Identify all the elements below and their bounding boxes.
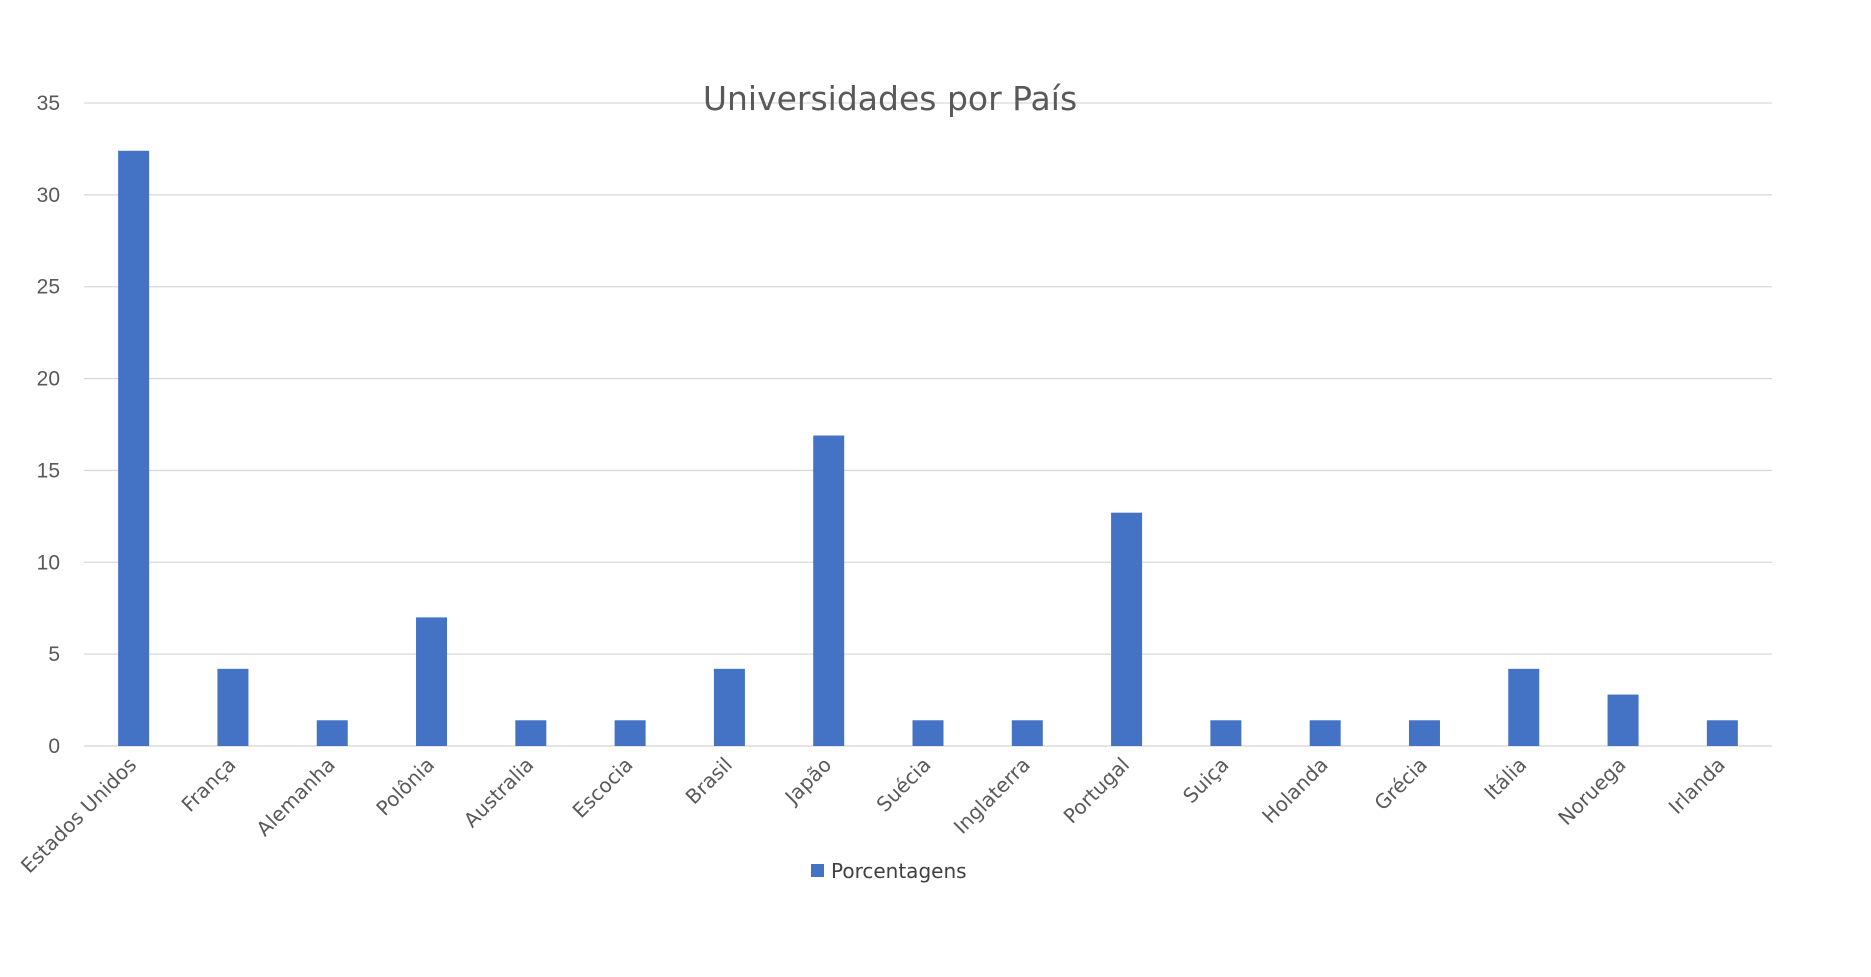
y-tick-label: 10: [37, 551, 60, 574]
bar: [813, 435, 845, 746]
bar: [1309, 720, 1341, 746]
x-tick-label: Suiça: [1178, 753, 1233, 808]
bar: [1210, 720, 1242, 746]
bar: [912, 720, 944, 746]
x-tick-label: Portugal: [1059, 753, 1135, 829]
y-tick-label: 15: [37, 459, 60, 482]
y-tick-label: 20: [37, 368, 60, 391]
x-tick-label: Estados Unidos: [16, 753, 141, 878]
y-tick-label: 35: [37, 92, 60, 115]
x-tick-label: Itália: [1479, 753, 1531, 805]
bar: [1408, 720, 1440, 746]
y-tick-label: 0: [48, 735, 60, 758]
bar: [1111, 512, 1143, 746]
x-tick-label: Inglaterra: [949, 753, 1035, 839]
y-tick-label: 25: [37, 276, 60, 299]
x-tick-label: Grécia: [1369, 753, 1432, 816]
legend-swatch: [811, 864, 824, 877]
bar: [713, 668, 745, 746]
x-tick-label: Irlanda: [1664, 753, 1730, 819]
bar: [118, 150, 150, 746]
legend-label: Porcentagens: [831, 859, 967, 883]
bar: [614, 720, 646, 746]
x-tick-label: Australia: [459, 753, 539, 833]
bars: [118, 150, 1738, 746]
bar: [1607, 694, 1639, 746]
bar: [515, 720, 547, 746]
bar: [1011, 720, 1043, 746]
x-tick-label: Alemanha: [251, 753, 339, 841]
legend: Porcentagens: [811, 859, 967, 883]
x-tick-label: Brasil: [681, 753, 737, 809]
x-tick-label: Japão: [779, 753, 837, 811]
bar: [217, 668, 249, 746]
bar: [316, 720, 348, 746]
bar: [416, 617, 448, 746]
x-tick-label: Polônia: [371, 753, 439, 821]
chart-title: Universidades por País: [703, 79, 1077, 118]
x-tick-label: Escocia: [568, 753, 638, 823]
y-tick-label: 5: [48, 643, 60, 666]
x-tick-label: França: [177, 753, 241, 817]
y-tick-label: 30: [37, 184, 60, 207]
x-tick-label: Suécia: [872, 753, 936, 817]
bar: [1508, 668, 1540, 746]
gridlines: [84, 102, 1772, 747]
x-tick-label: Noruega: [1553, 753, 1630, 830]
y-axis-ticks: 0 5 10 15 20 25 30 35: [37, 92, 60, 758]
x-tick-label: Holanda: [1257, 753, 1332, 828]
bar: [1706, 720, 1738, 746]
